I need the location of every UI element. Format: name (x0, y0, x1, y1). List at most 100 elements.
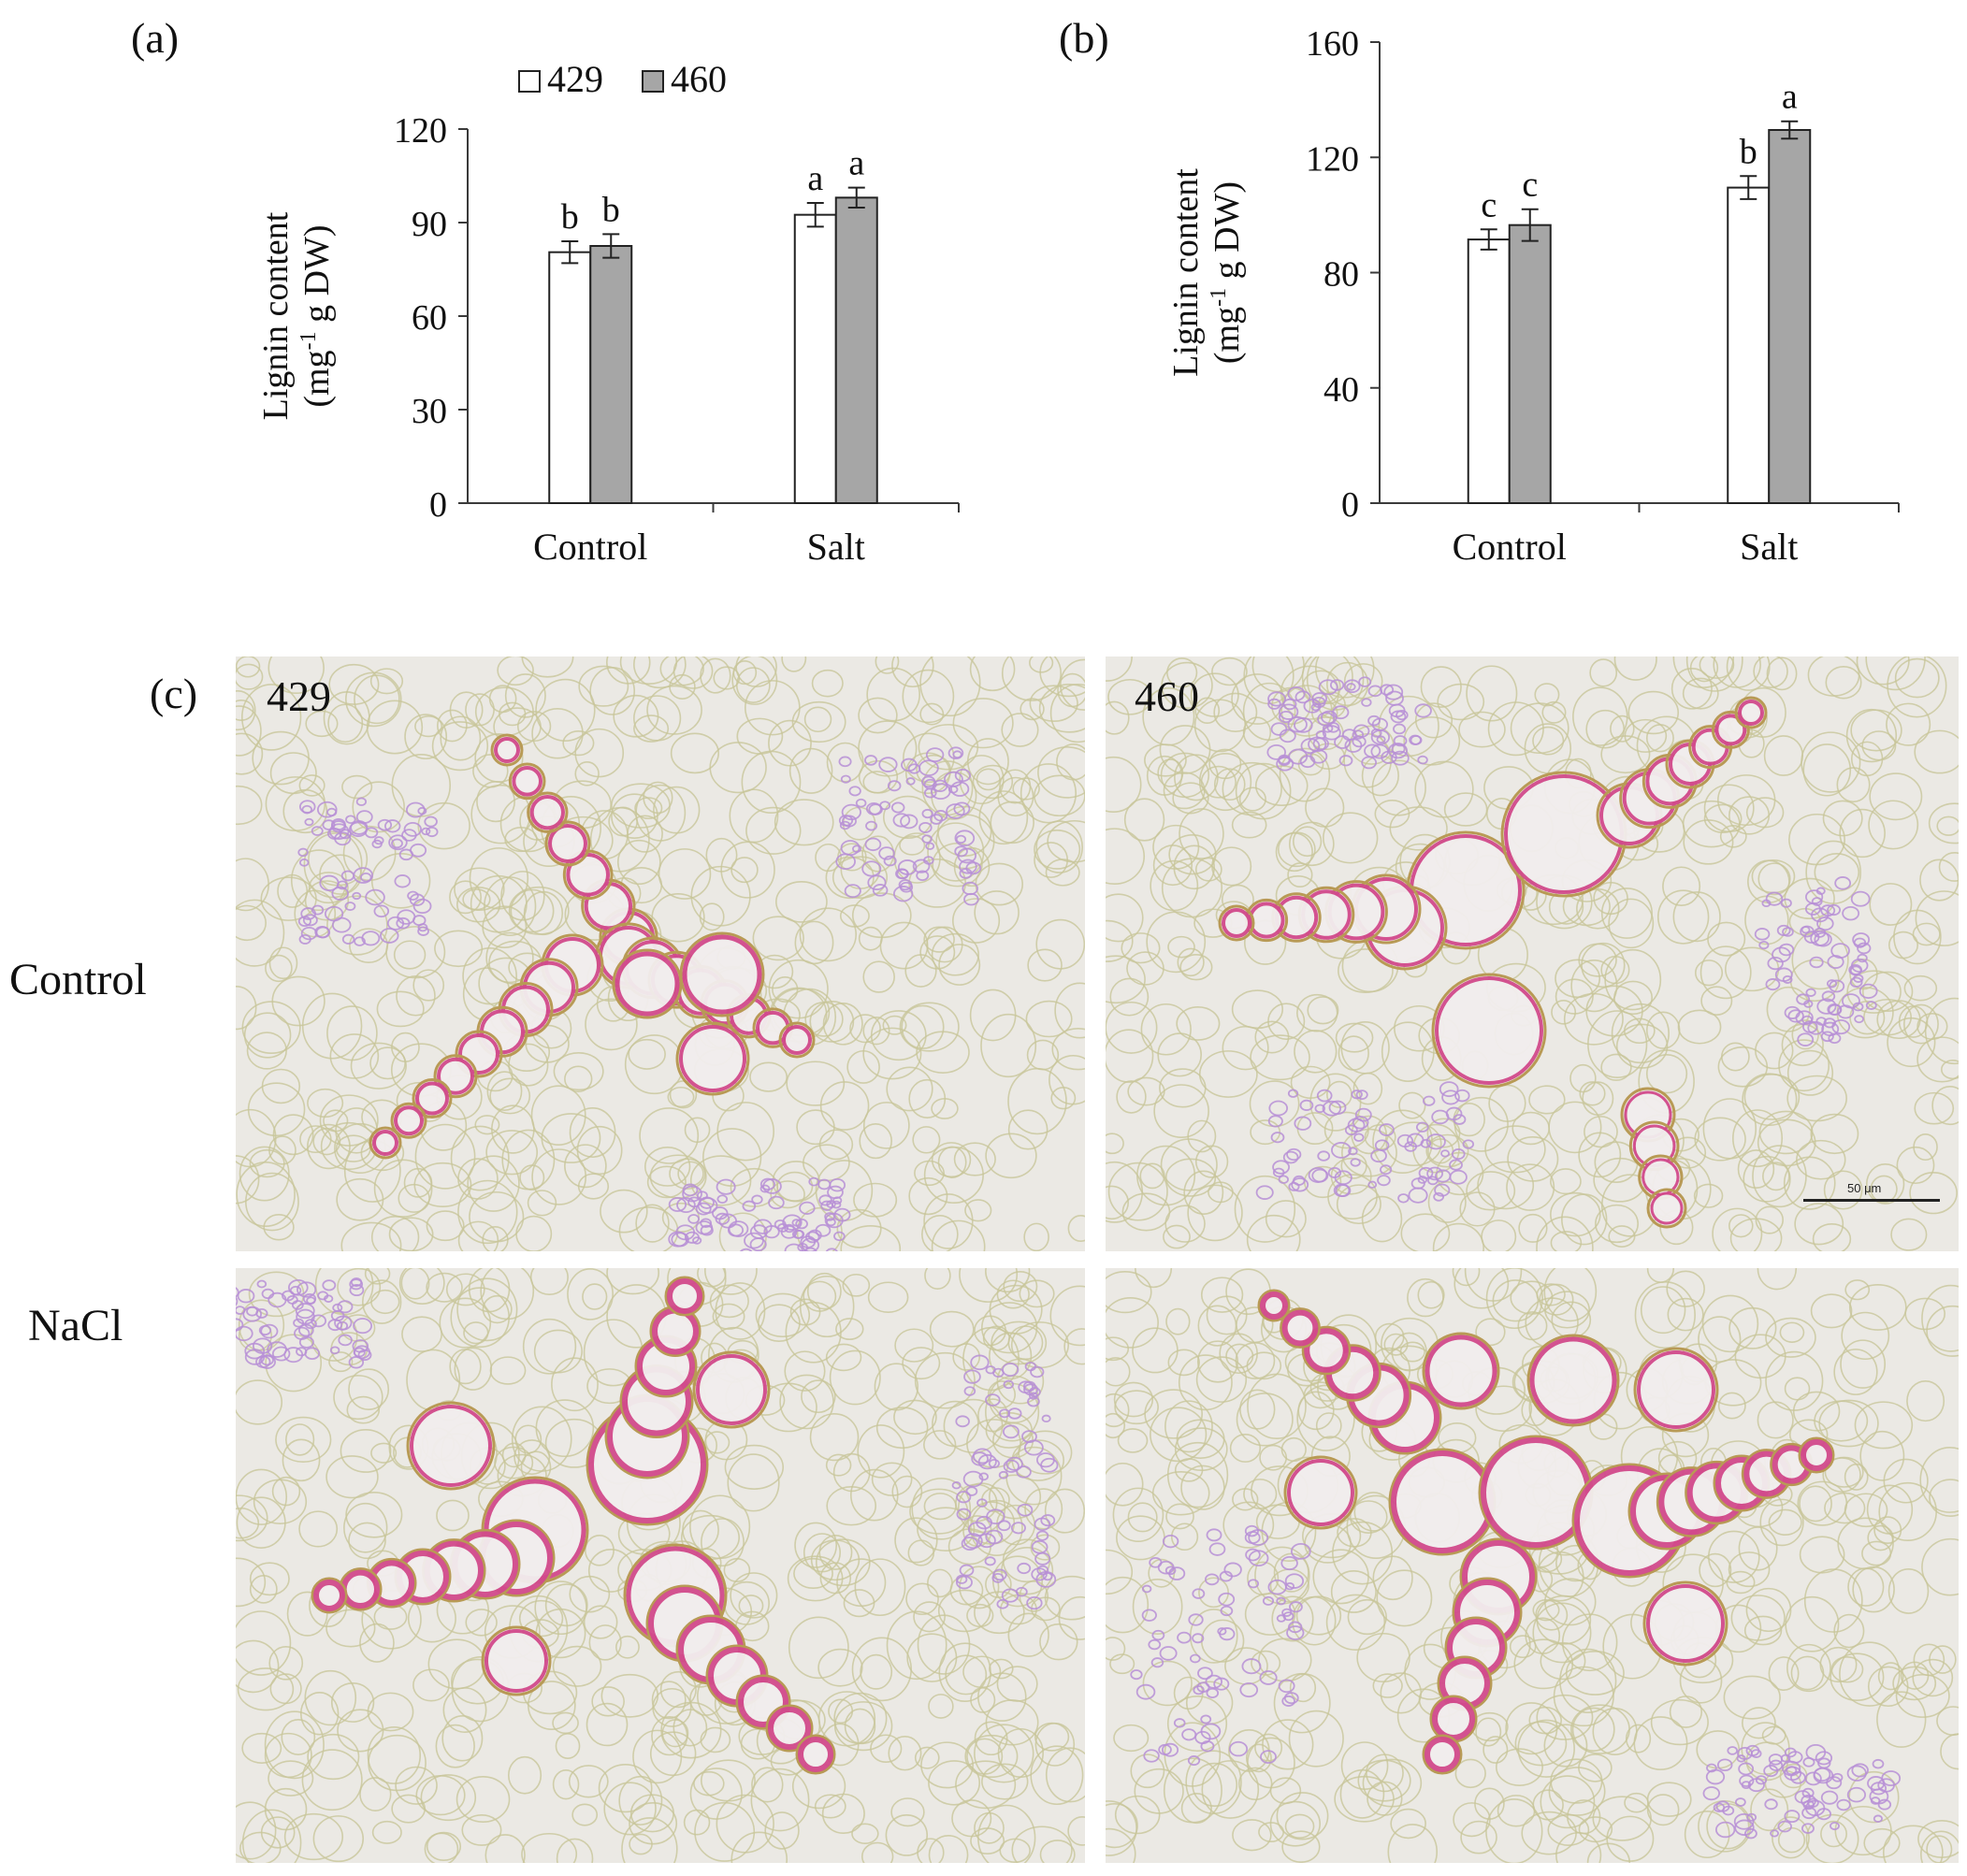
xylem-vessel-outer (1646, 1188, 1687, 1229)
parenchyma-cell (788, 747, 833, 794)
parenchyma-cell (349, 928, 389, 963)
parenchyma-cell (836, 1208, 882, 1248)
xylem-vessel (415, 1081, 449, 1116)
phloem-cell (1217, 1627, 1227, 1636)
phloem-cell (1206, 1528, 1222, 1542)
parenchyma-cell (1810, 1113, 1859, 1155)
parenchyma-cell (1870, 1175, 1898, 1204)
phloem-cell (1755, 1775, 1768, 1785)
phloem-cell (1821, 1021, 1840, 1037)
parenchyma-cell (1585, 709, 1626, 749)
parenchyma-cell (1743, 1155, 1791, 1203)
parenchyma-cell (1475, 1717, 1502, 1747)
phloem-cell (1161, 1742, 1179, 1757)
parenchyma-cell (600, 1189, 648, 1234)
scale-bar-label: 50 μm (1847, 1181, 1882, 1195)
y-axis-label: Lignin content (mg-1 g DW) (256, 211, 337, 420)
bar-460-control (1508, 224, 1552, 505)
parenchyma-cell (990, 801, 1034, 844)
parenchyma-cell (1157, 1032, 1203, 1077)
parenchyma-cell (272, 1114, 314, 1156)
parenchyma-cell (952, 898, 1001, 944)
phloem-cell (1213, 1677, 1230, 1691)
parenchyma-cell (1001, 657, 1062, 701)
parenchyma-cell (286, 1591, 328, 1637)
parenchyma-cell (1160, 1138, 1218, 1191)
parenchyma-cell (667, 1086, 695, 1108)
phloem-cell (1030, 1365, 1045, 1378)
parenchyma-cell (937, 1146, 967, 1178)
parenchyma-cell (1895, 1673, 1950, 1718)
parenchyma-cell (1762, 1162, 1790, 1191)
parenchyma-cell (997, 776, 1034, 817)
parenchyma-cell (1121, 932, 1161, 964)
phloem-cell (833, 1207, 851, 1222)
parenchyma-cell (1051, 1028, 1085, 1071)
parenchyma-cell (1276, 1792, 1329, 1840)
parenchyma-cell (1475, 1385, 1533, 1432)
phloem-cell (684, 1231, 700, 1244)
parenchyma-cell (951, 1799, 992, 1838)
parenchyma-cell (1550, 1168, 1582, 1195)
xylem-vessel-outer (735, 1674, 791, 1730)
parenchyma-cell (991, 1555, 1043, 1608)
parenchyma-cell (1734, 1334, 1786, 1379)
y-tick-label: 30 (412, 392, 447, 431)
parenchyma-cell (689, 1494, 751, 1560)
parenchyma-cell (376, 990, 425, 1028)
parenchyma-cell (359, 1777, 392, 1811)
x-category-label: Control (533, 526, 647, 568)
xylem-vessel-outer (1283, 1455, 1358, 1530)
parenchyma-cell (1887, 657, 1947, 718)
x-category-label: Salt (1740, 526, 1798, 568)
parenchyma-cell (730, 1831, 788, 1863)
phloem-cell (1462, 1139, 1475, 1149)
parenchyma-cell (1167, 935, 1195, 959)
parenchyma-cell (603, 1782, 657, 1836)
phloem-cell (329, 1346, 340, 1355)
parenchyma-cell (571, 1803, 599, 1826)
phloem-cell (954, 830, 976, 847)
parenchyma-cell (519, 1164, 545, 1191)
phloem-cell (1192, 1633, 1205, 1644)
parenchyma-cell (1163, 1757, 1222, 1824)
parenchyma-cell (1938, 852, 1959, 882)
parenchyma-cell (921, 1215, 959, 1251)
parenchyma-cell (485, 931, 534, 984)
phloem-cell (1846, 1786, 1867, 1803)
parenchyma-cell (1698, 1316, 1742, 1363)
parenchyma-cell (894, 1517, 938, 1564)
phloem-cell (296, 1281, 317, 1298)
phloem-cell (1702, 1786, 1721, 1801)
parenchyma-cell (651, 1681, 687, 1720)
parenchyma-cell (1460, 1820, 1497, 1854)
phloem-cell (407, 890, 419, 902)
phloem-cell (236, 1318, 244, 1332)
parenchyma-cell (932, 1400, 979, 1448)
phloem-cell (1158, 1743, 1172, 1755)
parenchyma-cell (514, 1424, 542, 1454)
parenchyma-cell (450, 1287, 511, 1349)
phloem-cell (1837, 1004, 1855, 1019)
phloem-cell (1151, 1629, 1165, 1641)
parenchyma-cell (1247, 1737, 1295, 1789)
parenchyma-cell (1785, 1595, 1840, 1652)
parenchyma-cell (1914, 1091, 1955, 1125)
parenchyma-cell (1550, 1231, 1583, 1251)
parenchyma-cell (1738, 729, 1765, 758)
parenchyma-cell (1113, 1724, 1150, 1753)
parenchyma-cell (1107, 678, 1152, 715)
phloem-cell (1423, 1095, 1436, 1106)
phloem-cell (1355, 1090, 1368, 1101)
parenchyma-cell (1340, 1021, 1390, 1075)
legend-label-429: 429 (547, 58, 603, 100)
parenchyma-cell (918, 724, 979, 771)
parenchyma-cell (1916, 1036, 1959, 1083)
parenchyma-cell (1198, 753, 1252, 812)
parenchyma-cell (1453, 1802, 1491, 1838)
phloem-cell (1814, 927, 1827, 938)
phloem-cell (1794, 1790, 1811, 1804)
phloem-cell (331, 886, 349, 901)
parenchyma-cell (1613, 657, 1657, 681)
parenchyma-cell (1106, 1336, 1130, 1362)
